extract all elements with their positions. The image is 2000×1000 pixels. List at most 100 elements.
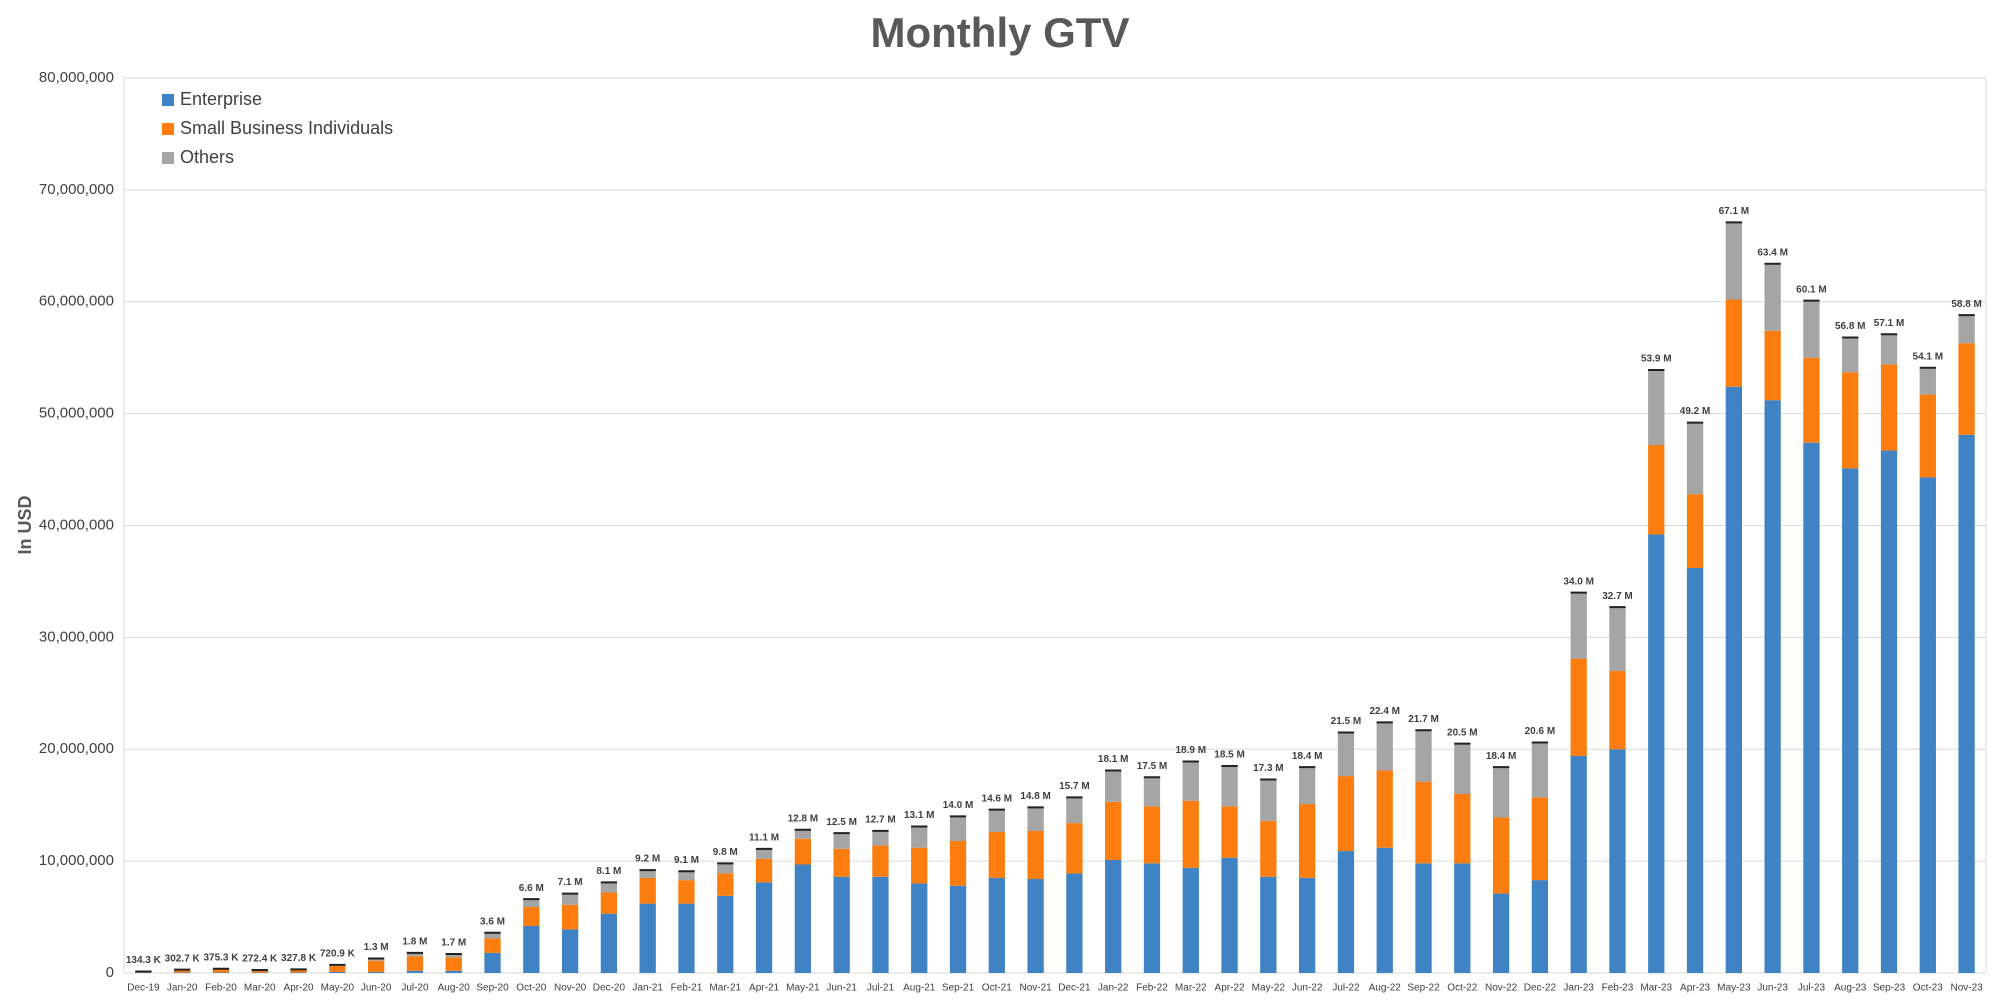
total-label: 67.1 M [1719, 206, 1750, 217]
total-label: 20.5 M [1447, 727, 1478, 738]
bar-segment [1415, 863, 1432, 973]
bar-segment [1958, 343, 1975, 435]
x-tick-label: Aug-20 [438, 983, 471, 994]
bar-segment [251, 970, 268, 973]
x-tick-label: Jan-22 [1098, 983, 1129, 994]
bar-segment [1803, 442, 1820, 973]
x-tick-label: Feb-23 [1602, 983, 1634, 994]
bar-segment [1376, 722, 1393, 771]
x-tick-label: Mar-20 [244, 983, 276, 994]
bar-segment [1337, 776, 1355, 852]
x-tick-label: Apr-23 [1680, 983, 1710, 994]
bar-segment [600, 913, 618, 973]
legend-label: Small Business Individuals [180, 118, 393, 138]
x-tick-label: Apr-22 [1215, 983, 1245, 994]
bar-segment [1648, 534, 1665, 973]
bar-segment [329, 971, 346, 973]
bar-segment [1842, 337, 1859, 373]
x-tick-label: Sep-21 [942, 983, 975, 994]
total-label: 9.8 M [713, 847, 738, 858]
bar-segment [1570, 658, 1587, 756]
bar-segment [1298, 804, 1316, 878]
bar-segment [1105, 860, 1122, 973]
total-label: 60.1 M [1796, 284, 1827, 295]
bar-segment [1919, 367, 1936, 395]
total-label: 1.3 M [364, 942, 389, 953]
total-label: 12.8 M [788, 813, 819, 824]
x-tick-label: Sep-23 [1873, 983, 1906, 994]
y-tick-label: 0 [106, 964, 114, 981]
total-label: 63.4 M [1757, 247, 1788, 258]
x-tick-label: Oct-23 [1913, 983, 1943, 994]
bar-segment [1803, 357, 1820, 443]
y-tick-label: 10,000,000 [39, 852, 114, 869]
bar-segment [561, 929, 579, 973]
x-tick-label: Dec-21 [1058, 983, 1091, 994]
bar-segment [484, 938, 501, 953]
x-tick-label: May-23 [1717, 983, 1751, 994]
x-tick-label: Nov-22 [1485, 983, 1518, 994]
total-label: 58.8 M [1951, 299, 1982, 310]
x-tick-label: Nov-20 [554, 983, 587, 994]
x-tick-label: Aug-21 [903, 983, 936, 994]
total-label: 272.4 K [242, 954, 278, 965]
bar-segment [600, 892, 618, 914]
bar-segment [1958, 434, 1975, 974]
total-label: 9.1 M [674, 855, 699, 866]
total-label: 18.1 M [1098, 754, 1129, 765]
total-label: 720.9 K [320, 949, 356, 960]
total-label: 17.3 M [1253, 763, 1284, 774]
bar-segment [678, 871, 695, 881]
x-tick-label: Jul-23 [1798, 983, 1826, 994]
total-label: 32.7 M [1602, 591, 1633, 602]
bar-segment [1221, 857, 1238, 973]
bar-segment [561, 893, 579, 905]
bar-segment [639, 870, 656, 878]
bar-segment [484, 932, 501, 939]
bar-segment [1337, 851, 1355, 973]
x-tick-label: Aug-23 [1834, 983, 1867, 994]
bar-segment [1105, 801, 1122, 861]
bar-segment [1919, 477, 1936, 973]
bar-segment [717, 873, 734, 896]
bar-segment [1492, 817, 1510, 894]
x-tick-label: Jan-20 [167, 983, 198, 994]
bar-segment [1570, 755, 1587, 973]
x-tick-label: Oct-22 [1447, 983, 1477, 994]
x-tick-label: Jul-22 [1332, 983, 1360, 994]
total-label: 14.0 M [943, 800, 974, 811]
total-label: 302.7 K [165, 953, 201, 964]
y-tick-label: 20,000,000 [39, 740, 114, 757]
bar-segment [406, 956, 424, 971]
bar-segment [639, 903, 656, 973]
bar-segment [212, 972, 230, 973]
total-label: 327.8 K [281, 953, 317, 964]
total-label: 54.1 M [1913, 351, 1944, 362]
total-label: 12.7 M [865, 815, 896, 826]
bar-segment [1880, 364, 1898, 451]
bar-segment [1105, 770, 1122, 802]
bar-segment [1221, 806, 1238, 858]
bar-segment [1027, 830, 1044, 880]
bar-segment [911, 883, 928, 973]
x-tick-label: Sep-20 [476, 983, 509, 994]
x-tick-label: Mar-21 [709, 983, 741, 994]
bar-segment [755, 882, 773, 973]
bar-segment [1454, 794, 1471, 864]
y-tick-label: 30,000,000 [39, 628, 114, 645]
bar-segment [1415, 730, 1432, 782]
bar-segment [1298, 877, 1316, 973]
total-label: 11.1 M [749, 832, 779, 843]
bar-segment [406, 952, 424, 957]
x-tick-label: Jun-23 [1757, 983, 1788, 994]
total-label: 21.7 M [1408, 714, 1439, 725]
bar-segment [717, 863, 734, 874]
bar-segment [1958, 315, 1975, 344]
bar-segment [329, 965, 346, 972]
x-tick-label: Feb-22 [1136, 983, 1168, 994]
bar-segment [1415, 781, 1432, 864]
total-label: 34.0 M [1563, 576, 1594, 587]
bar-segment [290, 969, 307, 973]
bar-segment [523, 899, 540, 907]
total-label: 7.1 M [558, 877, 583, 888]
